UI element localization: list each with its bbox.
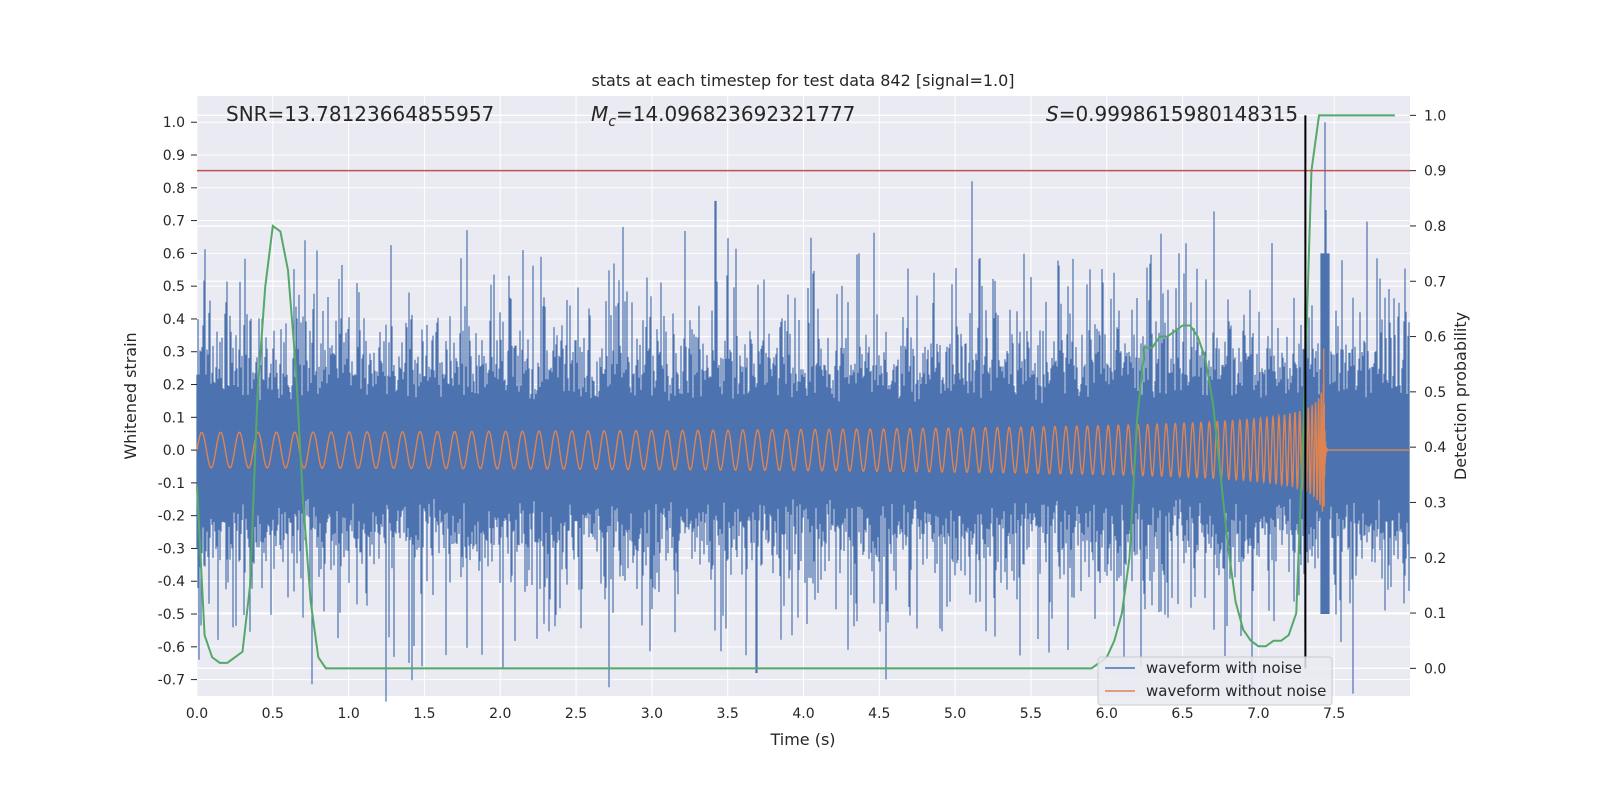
y-left-tick-label: 0.5 <box>163 279 185 295</box>
x-tick-label: 6.5 <box>1171 706 1193 722</box>
y-right-tick-label: 0.0 <box>1424 661 1446 677</box>
y-left-tick-label: 0.2 <box>163 378 185 394</box>
x-tick-label: 2.0 <box>489 706 511 722</box>
y-right-tick-label: 0.1 <box>1424 606 1446 622</box>
chirp-mass-value: =14.096823692321777 <box>616 102 855 126</box>
chirp-mass-subscript: c <box>608 114 616 130</box>
y-left-tick-label: -0.7 <box>158 673 185 689</box>
x-tick-label: 6.0 <box>1096 706 1118 722</box>
x-tick-label: 7.0 <box>1247 706 1269 722</box>
legend-label-clean: waveform without noise <box>1146 682 1326 700</box>
y-axis-label-right: Detection probability <box>1451 312 1470 480</box>
x-tick-label: 4.0 <box>792 706 814 722</box>
y-right-tick-label: 0.9 <box>1424 164 1446 180</box>
x-tick-label: 5.0 <box>944 706 966 722</box>
x-tick-labels: 0.0 0.5 1.0 1.5 2.0 2.5 3.0 3.5 4.0 4.5 5.0 5.5 6.0 6… <box>186 706 1345 722</box>
y-left-tick-label: 0.4 <box>163 312 185 328</box>
y-left-tick-label: 0.3 <box>163 345 185 361</box>
y-left-tick-label: -0.3 <box>158 541 185 557</box>
chart-title: stats at each timestep for test data 842… <box>591 71 1014 90</box>
x-tick-label: 1.0 <box>337 706 359 722</box>
detection-probability-trace <box>196 114 1395 670</box>
x-tick-label: 3.0 <box>641 706 663 722</box>
y-left-tick-labels: -0.7 -0.6 -0.5 -0.4 -0.3 -0.2 -0.1 0.0 0.1 0.2 0.3… <box>158 115 197 689</box>
x-tick-label: 4.5 <box>868 706 890 722</box>
y-left-tick-label: 0.9 <box>163 148 185 164</box>
x-tick-label: 2.5 <box>565 706 587 722</box>
score-value: =0.9998615980148315 <box>1059 102 1298 126</box>
y-right-tick-label: 0.6 <box>1424 330 1446 346</box>
x-tick-label: 1.5 <box>413 706 435 722</box>
x-tick-label: 5.5 <box>1020 706 1042 722</box>
x-tick-label: 0.0 <box>186 706 208 722</box>
chirp-mass-symbol: M <box>591 102 608 126</box>
chirp-mass-annotation: Mc=14.096823692321777 <box>591 102 855 130</box>
y-left-tick-label: -0.5 <box>158 607 185 623</box>
y-left-tick-label: 0.1 <box>163 410 185 426</box>
y-left-tick-label: -0.1 <box>158 476 185 492</box>
y-left-tick-label: 0.7 <box>163 214 185 230</box>
legend-label-noise: waveform with noise <box>1146 659 1302 677</box>
legend: waveform with noise waveform without noi… <box>1097 656 1333 706</box>
snr-annotation: SNR=13.78123664855957 <box>226 102 494 126</box>
x-tick-label: 0.5 <box>262 706 284 722</box>
clean-waveform-trace <box>196 348 1411 512</box>
y-left-tick-label: 1.0 <box>163 115 185 131</box>
series-waveform-without-noise <box>196 348 1411 512</box>
y-right-tick-label: 0.5 <box>1424 385 1446 401</box>
x-tick-label: 3.5 <box>717 706 739 722</box>
legend-box <box>1097 656 1333 706</box>
y-left-tick-label: 0.6 <box>163 246 185 262</box>
x-tick-label: 7.5 <box>1323 706 1345 722</box>
y-left-tick-label: -0.4 <box>158 574 185 590</box>
y-right-tick-labels: 0.0 0.1 0.2 0.3 0.4 0.5 0.6 0.7 0.8 0.9 1.0 <box>1410 108 1446 677</box>
y-axis-label-left: Whitened strain <box>121 332 140 459</box>
y-left-tick-label: -0.6 <box>158 640 185 656</box>
reference-lines <box>197 115 1410 669</box>
y-right-tick-label: 1.0 <box>1424 108 1446 124</box>
y-right-tick-label: 0.7 <box>1424 274 1446 290</box>
y-right-tick-label: 0.3 <box>1424 495 1446 511</box>
score-symbol: S <box>1046 102 1059 126</box>
y-left-tick-label: -0.2 <box>158 509 185 525</box>
score-annotation: S=0.9998615980148315 <box>1046 102 1298 126</box>
x-axis-label: Time (s) <box>769 730 835 749</box>
y-right-tick-label: 0.2 <box>1424 551 1446 567</box>
y-left-tick-label: 0.0 <box>163 443 185 459</box>
y-left-tick-label: 0.8 <box>163 181 185 197</box>
series-detection-probability <box>196 114 1395 670</box>
y-right-tick-label: 0.8 <box>1424 219 1446 235</box>
y-right-tick-label: 0.4 <box>1424 440 1446 456</box>
